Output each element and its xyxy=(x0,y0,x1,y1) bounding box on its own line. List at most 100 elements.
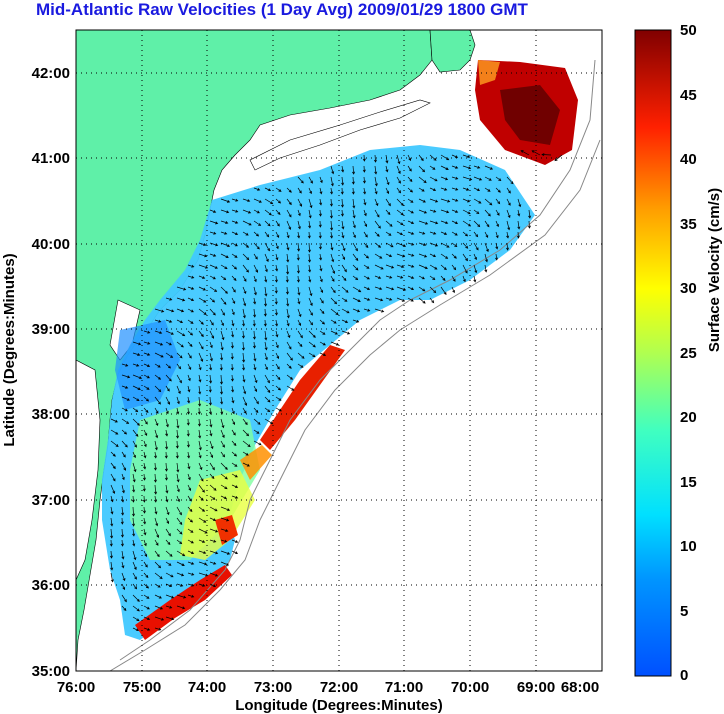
velocity-arrow xyxy=(198,572,209,577)
velocity-arrow xyxy=(242,220,252,226)
velocity-arrow xyxy=(132,627,140,632)
velocity-arrow xyxy=(209,484,217,491)
velocity-arrow xyxy=(242,286,247,295)
velocity-arrow xyxy=(242,396,248,406)
velocity-arrow xyxy=(275,231,280,239)
velocity-arrow xyxy=(198,275,206,279)
velocity-arrow xyxy=(308,264,312,273)
velocity-arrow xyxy=(143,539,147,547)
velocity-arrow xyxy=(176,352,183,359)
colorbar-tick-label: 15 xyxy=(680,474,697,491)
velocity-arrow xyxy=(374,176,378,187)
velocity-arrow xyxy=(165,396,171,405)
velocity-arrow xyxy=(132,506,136,517)
velocity-arrow xyxy=(154,363,161,368)
velocity-arrow xyxy=(363,253,370,259)
velocity-arrow xyxy=(242,418,248,426)
velocity-arrow xyxy=(241,341,245,351)
velocity-arrow xyxy=(252,341,256,349)
velocity-arrow xyxy=(418,198,426,203)
velocity-arrow xyxy=(319,264,323,272)
velocity-arrow xyxy=(429,198,439,203)
velocity-arrow xyxy=(231,220,239,224)
velocity-arrow xyxy=(154,539,159,546)
velocity-arrow xyxy=(340,209,344,217)
velocity-arrow xyxy=(209,451,214,459)
velocity-arrow xyxy=(165,407,169,415)
velocity-arrow xyxy=(407,286,415,291)
x-tick-label: 74:00 xyxy=(188,679,226,696)
velocity-arrow xyxy=(264,330,268,341)
velocity-arrow xyxy=(473,165,481,169)
velocity-arrow xyxy=(198,297,207,303)
velocity-arrow xyxy=(121,374,131,379)
velocity-arrow xyxy=(143,517,147,525)
velocity-arrow xyxy=(109,550,113,559)
velocity-arrow xyxy=(396,231,404,236)
velocity-arrow xyxy=(418,165,426,173)
velocity-arrow xyxy=(297,352,305,359)
velocity-arrow xyxy=(165,572,174,578)
velocity-arrow xyxy=(286,308,290,319)
velocity-arrow xyxy=(253,242,260,250)
velocity-arrow xyxy=(275,330,279,338)
velocity-arrow xyxy=(484,198,493,206)
velocity-arrow xyxy=(121,462,127,471)
velocity-arrow xyxy=(473,231,479,238)
velocity-arrow xyxy=(495,253,499,261)
velocity-arrow xyxy=(187,517,194,523)
velocity-arrow xyxy=(440,264,447,271)
velocity-arrow xyxy=(495,220,499,228)
velocity-arrow xyxy=(495,242,499,250)
velocity-arrow xyxy=(143,341,151,345)
velocity-arrow xyxy=(516,231,520,239)
velocity-arrow xyxy=(121,440,128,448)
velocity-arrow xyxy=(187,308,194,313)
x-tick-label: 71:00 xyxy=(385,679,423,696)
velocity-arrow xyxy=(187,385,191,393)
velocity-arrow xyxy=(220,561,230,566)
velocity-arrow xyxy=(187,341,193,348)
velocity-arrow xyxy=(253,429,260,434)
velocity-arrow xyxy=(506,187,511,194)
velocity-arrow xyxy=(121,550,125,560)
velocity-arrow xyxy=(176,308,185,313)
velocity-arrow xyxy=(330,231,334,239)
velocity-arrow xyxy=(484,231,489,238)
velocity-arrow xyxy=(208,396,212,406)
velocity-arrow xyxy=(154,561,162,569)
velocity-arrow xyxy=(143,374,150,379)
velocity-arrow xyxy=(341,220,345,230)
velocity-arrow xyxy=(274,286,278,294)
velocity-arrow xyxy=(220,539,228,543)
velocity-arrow xyxy=(143,550,148,558)
velocity-arrow xyxy=(253,286,257,296)
velocity-arrow xyxy=(110,572,114,583)
velocity-arrow xyxy=(110,451,116,457)
velocity-arrow xyxy=(242,297,247,307)
velocity-arrow xyxy=(198,253,208,258)
velocity-arrow xyxy=(407,253,415,257)
velocity-arrow xyxy=(121,583,126,591)
velocity-arrow xyxy=(242,264,249,273)
x-axis-label: Longitude (Degrees:Minutes) xyxy=(235,697,443,714)
velocity-arrow xyxy=(220,264,228,269)
x-tick-label: 76:00 xyxy=(57,679,95,696)
velocity-arrow xyxy=(527,220,531,229)
velocity-arrow xyxy=(275,264,279,272)
velocity-arrow xyxy=(154,396,161,405)
velocity-arrow xyxy=(231,275,237,282)
velocity-arrow xyxy=(297,286,301,296)
velocity-arrow xyxy=(121,495,125,503)
velocity-arrow xyxy=(154,627,162,631)
velocity-arrow xyxy=(165,418,169,428)
velocity-arrow xyxy=(198,550,207,555)
velocity-arrow xyxy=(198,495,204,501)
velocity-arrow xyxy=(506,242,510,251)
velocity-arrow xyxy=(286,319,290,327)
velocity-arrow xyxy=(418,220,429,225)
velocity-arrow xyxy=(132,407,139,413)
velocity-arrow xyxy=(110,506,114,515)
velocity-arrow xyxy=(242,363,246,371)
velocity-arrow xyxy=(495,209,500,216)
